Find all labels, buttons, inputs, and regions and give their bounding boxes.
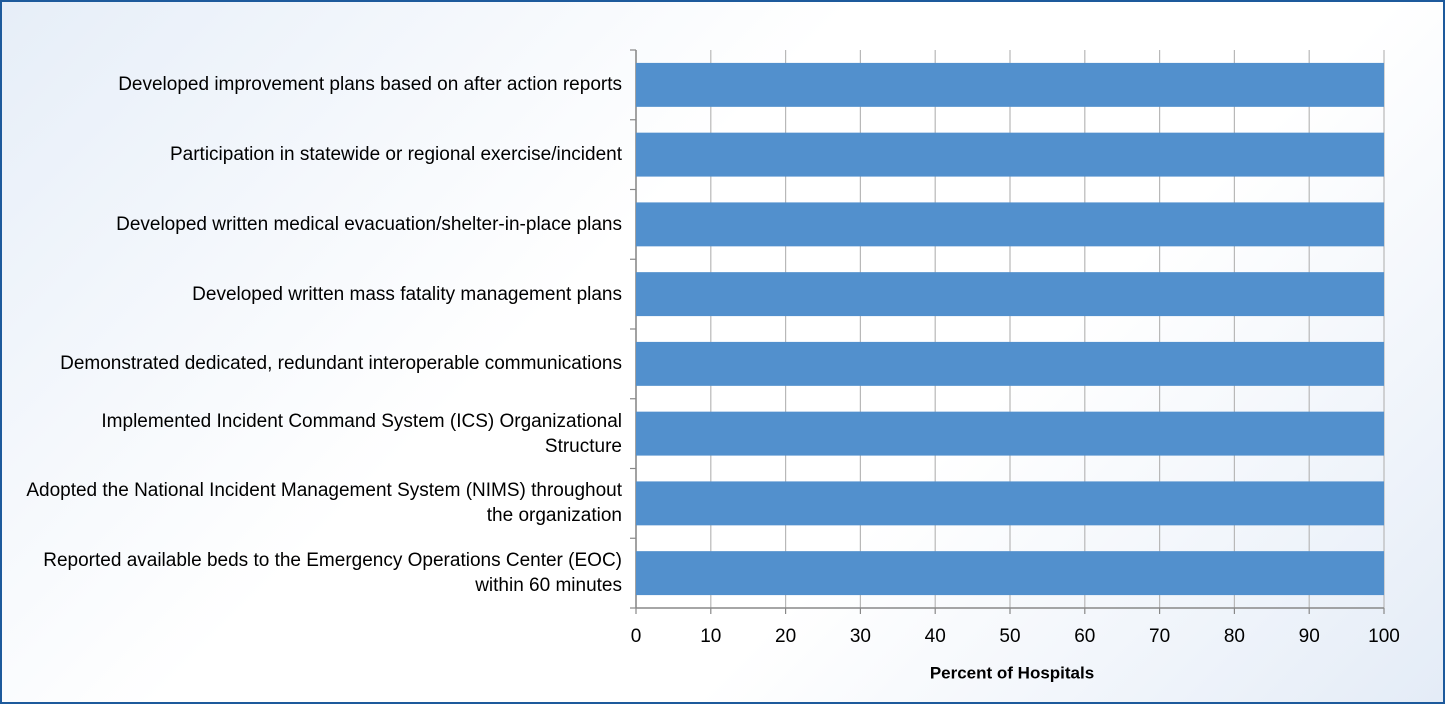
x-tick-label: 90: [1299, 626, 1320, 647]
x-tick-label: 60: [1074, 626, 1095, 647]
x-tick-label: 40: [925, 626, 946, 647]
bar: [636, 132, 1384, 177]
x-tick-label: 20: [775, 626, 796, 647]
x-tick-label: 10: [700, 626, 721, 647]
x-axis-title: Percent of Hospitals: [930, 663, 1094, 682]
x-tick-label: 70: [1149, 626, 1170, 647]
bar: [636, 272, 1384, 317]
y-tick-label: Reported available beds to the Emergency…: [43, 550, 622, 597]
y-tick-label: Developed written mass fatality manageme…: [192, 283, 622, 305]
y-tick-label: Adopted the National Incident Management…: [26, 480, 622, 527]
x-tick-label: 30: [850, 626, 871, 647]
y-tick-label: Demonstrated dedicated, redundant intero…: [60, 353, 622, 375]
bar: [636, 411, 1384, 456]
y-tick-label: Developed written medical evacuation/she…: [116, 213, 622, 235]
bar: [636, 202, 1384, 247]
x-tick-label: 0: [631, 626, 642, 647]
y-tick-label: Developed improvement plans based on aft…: [118, 74, 622, 96]
bar: [636, 481, 1384, 526]
bar: [636, 341, 1384, 386]
y-tick-label: Participation in statewide or regional e…: [169, 144, 622, 166]
x-tick-label: 100: [1368, 626, 1400, 647]
x-tick-label: 80: [1224, 626, 1245, 647]
y-tick-label: Implemented Incident Command System (ICS…: [101, 410, 622, 457]
x-tick-label: 50: [999, 626, 1020, 647]
bar: [636, 551, 1384, 596]
bar: [636, 62, 1384, 107]
